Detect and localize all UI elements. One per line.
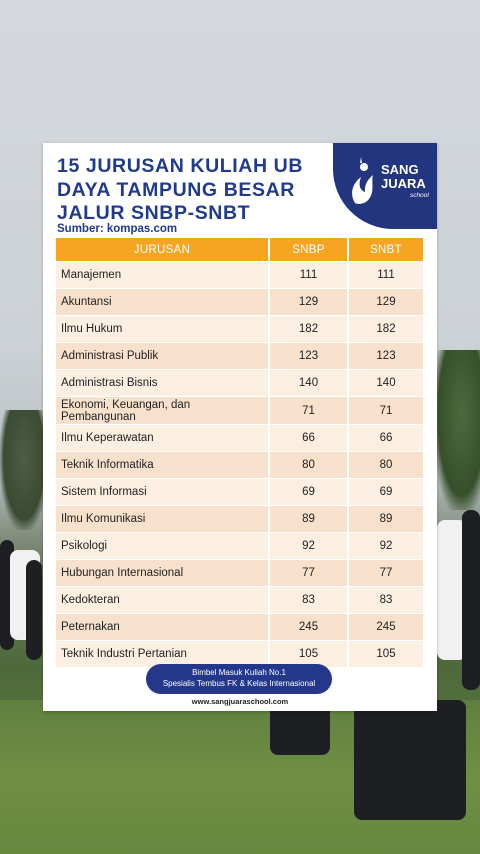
cell-jurusan: Ilmu Keperawatan <box>56 423 269 452</box>
cell-snbt: 80 <box>347 450 423 479</box>
cell-snbp: 105 <box>268 640 348 668</box>
table-row: Ilmu Keperawatan 66 66 <box>56 423 423 452</box>
cell-jurusan: Administrasi Bisnis <box>56 369 269 397</box>
person-silhouette <box>354 700 466 820</box>
cell-snbp: 71 <box>268 396 348 425</box>
table-row: Administrasi Bisnis 140 140 <box>56 369 423 397</box>
cell-snbp: 140 <box>268 369 348 397</box>
table-row: Kedokteran 83 83 <box>56 586 423 614</box>
cell-snbt: 92 <box>347 531 423 560</box>
table-row: Peternakan 245 245 <box>56 613 423 641</box>
cell-jurusan: Teknik Informatika <box>56 450 269 479</box>
header-snbt: SNBT <box>347 238 423 262</box>
table-row: Teknik Industri Pertanian 105 105 <box>56 640 423 668</box>
cell-snbt: 89 <box>347 504 423 533</box>
table-row: Manajemen 111 111 <box>56 260 423 289</box>
flame-figure-icon <box>352 157 373 204</box>
cell-snbp: 83 <box>268 586 348 614</box>
cell-snbp: 92 <box>268 531 348 560</box>
title-line: DAYA TAMPUNG BESAR <box>57 178 295 201</box>
logo-wordmark: SANG JUARA <box>381 163 426 191</box>
table-row: Administrasi Publik 123 123 <box>56 342 423 370</box>
cell-snbt: 123 <box>347 342 423 370</box>
cell-snbp: 69 <box>268 477 348 506</box>
source-label: Sumber: kompas.com <box>57 223 178 235</box>
infographic-title: 15 JURUSAN KULIAH UB DAYA TAMPUNG BESAR … <box>57 155 337 226</box>
cell-snbt: 182 <box>347 315 423 343</box>
cell-snbt: 245 <box>347 613 423 641</box>
header-jurusan: JURUSAN <box>56 238 269 262</box>
table-header-row: JURUSAN SNBP SNBT <box>56 238 423 262</box>
trees-right <box>434 350 480 510</box>
logo-line: JUARA <box>381 176 426 191</box>
cell-jurusan: Peternakan <box>56 613 269 641</box>
cell-jurusan: Ekonomi, Keuangan, dan Pembangunan <box>56 396 269 425</box>
cell-snbp: 89 <box>268 504 348 533</box>
cell-jurusan: Akuntansi <box>56 288 269 316</box>
cell-jurusan: Teknik Industri Pertanian <box>56 640 269 668</box>
cell-snbp: 111 <box>268 260 348 289</box>
cell-snbp: 77 <box>268 559 348 587</box>
cell-snbt: 140 <box>347 369 423 397</box>
table-row: Psikologi 92 92 <box>56 531 423 560</box>
cell-jurusan: Psikologi <box>56 531 269 560</box>
header-snbp: SNBP <box>268 238 348 262</box>
table-row: Ilmu Komunikasi 89 89 <box>56 504 423 533</box>
logo-subtext: school <box>410 192 429 199</box>
cell-snbp: 123 <box>268 342 348 370</box>
title-line: JALUR SNBP-SNBT <box>57 202 251 224</box>
capacity-table: JURUSAN SNBP SNBT Manajemen 111 111 Akuntan… <box>56 238 423 668</box>
cell-snbp: 245 <box>268 613 348 641</box>
cell-jurusan: Administrasi Publik <box>56 342 269 370</box>
cell-jurusan: Hubungan Internasional <box>56 559 269 587</box>
cell-jurusan: Manajemen <box>56 260 269 289</box>
cell-snbp: 66 <box>268 423 348 452</box>
cell-snbt: 66 <box>347 423 423 452</box>
cell-snbt: 129 <box>347 288 423 316</box>
table-row: Sistem Informasi 69 69 <box>56 477 423 506</box>
table-row: Ekonomi, Keuangan, dan Pembangunan 71 71 <box>56 396 423 425</box>
infographic-card: 15 JURUSAN KULIAH UB DAYA TAMPUNG BESAR … <box>43 143 437 711</box>
cell-snbt: 71 <box>347 396 423 425</box>
cell-jurusan: Ilmu Hukum <box>56 315 269 343</box>
title-line: 15 JURUSAN KULIAH UB <box>57 155 304 177</box>
trees-left <box>0 410 48 530</box>
table-row: Akuntansi 129 129 <box>56 288 423 316</box>
website-label: www.sangjuaraschool.com <box>191 697 289 706</box>
banner-line: Spesialis Tembus FK & Kelas Internasiona… <box>162 678 316 688</box>
table-body: Manajemen 111 111 Akuntansi 129 129 Ilmu Hukum… <box>56 260 423 668</box>
cell-snbt: 111 <box>347 260 423 289</box>
cell-snbp: 80 <box>268 450 348 479</box>
table-row: Hubungan Internasional 77 77 <box>56 559 423 587</box>
cell-snbp: 182 <box>268 315 348 343</box>
cell-jurusan: Sistem Informasi <box>56 477 269 506</box>
table-row: Teknik Informatika 80 80 <box>56 450 423 479</box>
cell-snbt: 105 <box>347 640 423 668</box>
person-silhouette <box>462 510 480 690</box>
cell-snbt: 83 <box>347 586 423 614</box>
banner-line: Bimbel Masuk Kuliah No.1 <box>192 668 286 677</box>
cell-snbt: 77 <box>347 559 423 587</box>
cell-snbp: 129 <box>268 288 348 316</box>
person-silhouette <box>270 705 330 755</box>
table-row: Ilmu Hukum 182 182 <box>56 315 423 343</box>
sang-juara-logo: SANG JUARA school <box>333 143 437 229</box>
cell-snbt: 69 <box>347 477 423 506</box>
person-silhouette <box>26 560 42 660</box>
cell-jurusan: Kedokteran <box>56 586 269 614</box>
promo-banner: Bimbel Masuk Kuliah No.1 Spesialis Tembu… <box>146 664 332 694</box>
cell-jurusan: Ilmu Komunikasi <box>56 504 269 533</box>
logo-line: SANG <box>381 162 419 177</box>
